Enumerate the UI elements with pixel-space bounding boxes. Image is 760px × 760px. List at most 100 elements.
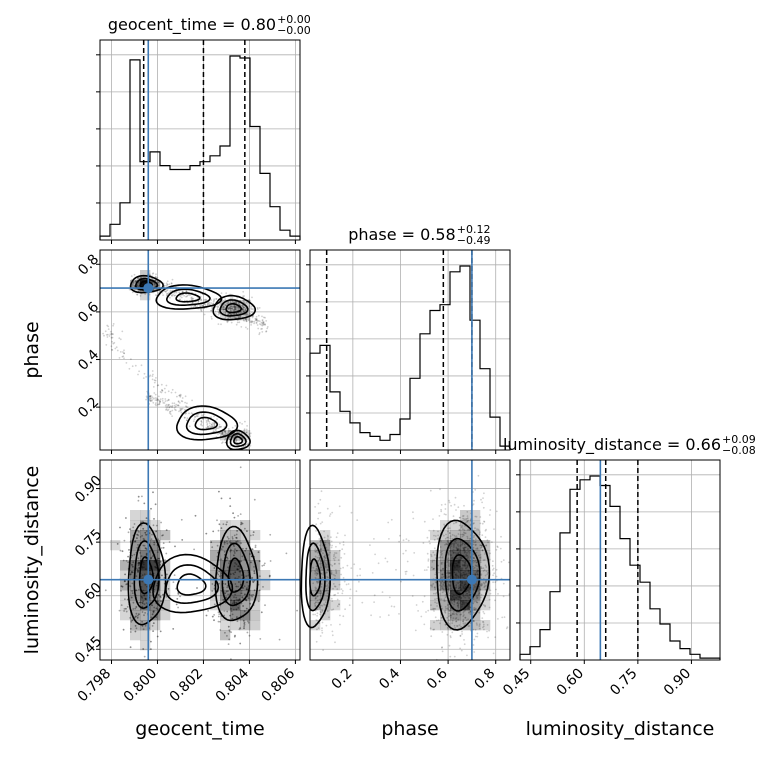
sample-point	[137, 289, 140, 292]
sample-point	[168, 406, 171, 409]
sample-point	[158, 402, 161, 404]
sample-point	[229, 445, 232, 447]
sample-point	[232, 309, 235, 311]
sample-point	[242, 311, 245, 313]
sample-point	[151, 378, 154, 381]
sample-point	[244, 308, 247, 311]
sample-point	[235, 308, 238, 311]
sample-point	[161, 397, 164, 400]
sample-point	[103, 334, 105, 337]
sample-point	[157, 395, 160, 398]
sample-point	[493, 572, 495, 575]
sample-point	[224, 430, 227, 433]
sample-point	[211, 425, 214, 428]
sample-point	[174, 391, 177, 394]
density-cell	[250, 530, 261, 541]
density-cell	[250, 580, 261, 591]
sample-point	[235, 439, 238, 442]
sample-point	[483, 612, 486, 615]
sample-point	[224, 441, 227, 444]
sample-point	[136, 284, 139, 287]
sample-point	[208, 424, 211, 427]
sample-point	[494, 599, 496, 602]
sample-point	[174, 405, 177, 408]
sample-point	[278, 638, 281, 641]
sample-point	[415, 604, 418, 606]
sample-point	[154, 283, 157, 286]
sample-point	[321, 621, 324, 624]
sample-point	[234, 309, 237, 311]
sample-point	[156, 398, 159, 401]
sample-point	[200, 420, 203, 422]
sample-point	[200, 304, 203, 307]
sample-point	[159, 398, 162, 401]
sample-point	[156, 635, 159, 638]
sample-point	[261, 323, 264, 325]
sample-point	[248, 299, 251, 301]
sample-point	[241, 304, 243, 307]
sample-point	[255, 322, 258, 325]
sample-point	[446, 633, 449, 636]
sample-point	[499, 547, 502, 550]
sample-point	[236, 431, 239, 434]
sample-point	[160, 547, 163, 549]
sample-point	[374, 553, 376, 556]
sample-point	[264, 316, 266, 319]
sample-point	[207, 610, 210, 612]
sample-point	[230, 297, 232, 300]
sample-point	[207, 420, 210, 423]
sample-point	[145, 395, 148, 398]
sample-point	[205, 419, 208, 422]
sample-point	[359, 568, 361, 570]
sample-point	[234, 307, 237, 310]
sample-point	[163, 284, 166, 287]
sample-point	[164, 400, 167, 402]
sample-point	[200, 420, 203, 423]
sample-point	[234, 301, 237, 303]
sample-point	[177, 401, 180, 403]
sample-point	[107, 325, 110, 328]
sample-point	[474, 488, 477, 491]
sample-point	[245, 428, 248, 431]
sample-point	[165, 408, 168, 410]
sample-point	[231, 307, 234, 310]
sample-point	[256, 320, 259, 322]
sample-point	[404, 570, 407, 573]
sample-point	[200, 421, 203, 424]
sample-point	[136, 284, 139, 287]
sample-point	[331, 630, 334, 633]
sample-point	[249, 435, 252, 438]
sample-point	[245, 320, 248, 323]
sample-point	[118, 337, 121, 340]
sample-point	[428, 540, 431, 542]
sample-point	[190, 297, 193, 299]
sample-point	[152, 397, 155, 400]
sample-point	[137, 499, 140, 502]
sample-point	[501, 616, 504, 619]
sample-point	[230, 307, 232, 310]
sample-point	[186, 295, 189, 298]
sample-point	[106, 333, 109, 336]
density-cell	[150, 620, 161, 631]
sample-point	[184, 395, 187, 398]
sample-point	[134, 364, 137, 367]
sample-point	[185, 419, 188, 422]
sample-point	[139, 295, 142, 297]
sample-point	[159, 391, 162, 393]
sample-point	[234, 425, 237, 427]
sample-point	[217, 305, 220, 308]
sample-point	[342, 541, 345, 543]
sample-point	[228, 312, 231, 315]
sample-point	[243, 310, 245, 313]
sample-point	[229, 306, 232, 308]
sample-point	[179, 395, 182, 398]
sample-point	[213, 299, 216, 302]
sample-point	[213, 298, 216, 301]
density-cell	[230, 620, 241, 631]
sample-point	[233, 308, 236, 311]
sample-point	[215, 298, 218, 300]
sample-point	[414, 629, 417, 632]
sample-point	[123, 539, 126, 542]
density-cell	[220, 530, 231, 541]
sample-point	[214, 428, 217, 431]
